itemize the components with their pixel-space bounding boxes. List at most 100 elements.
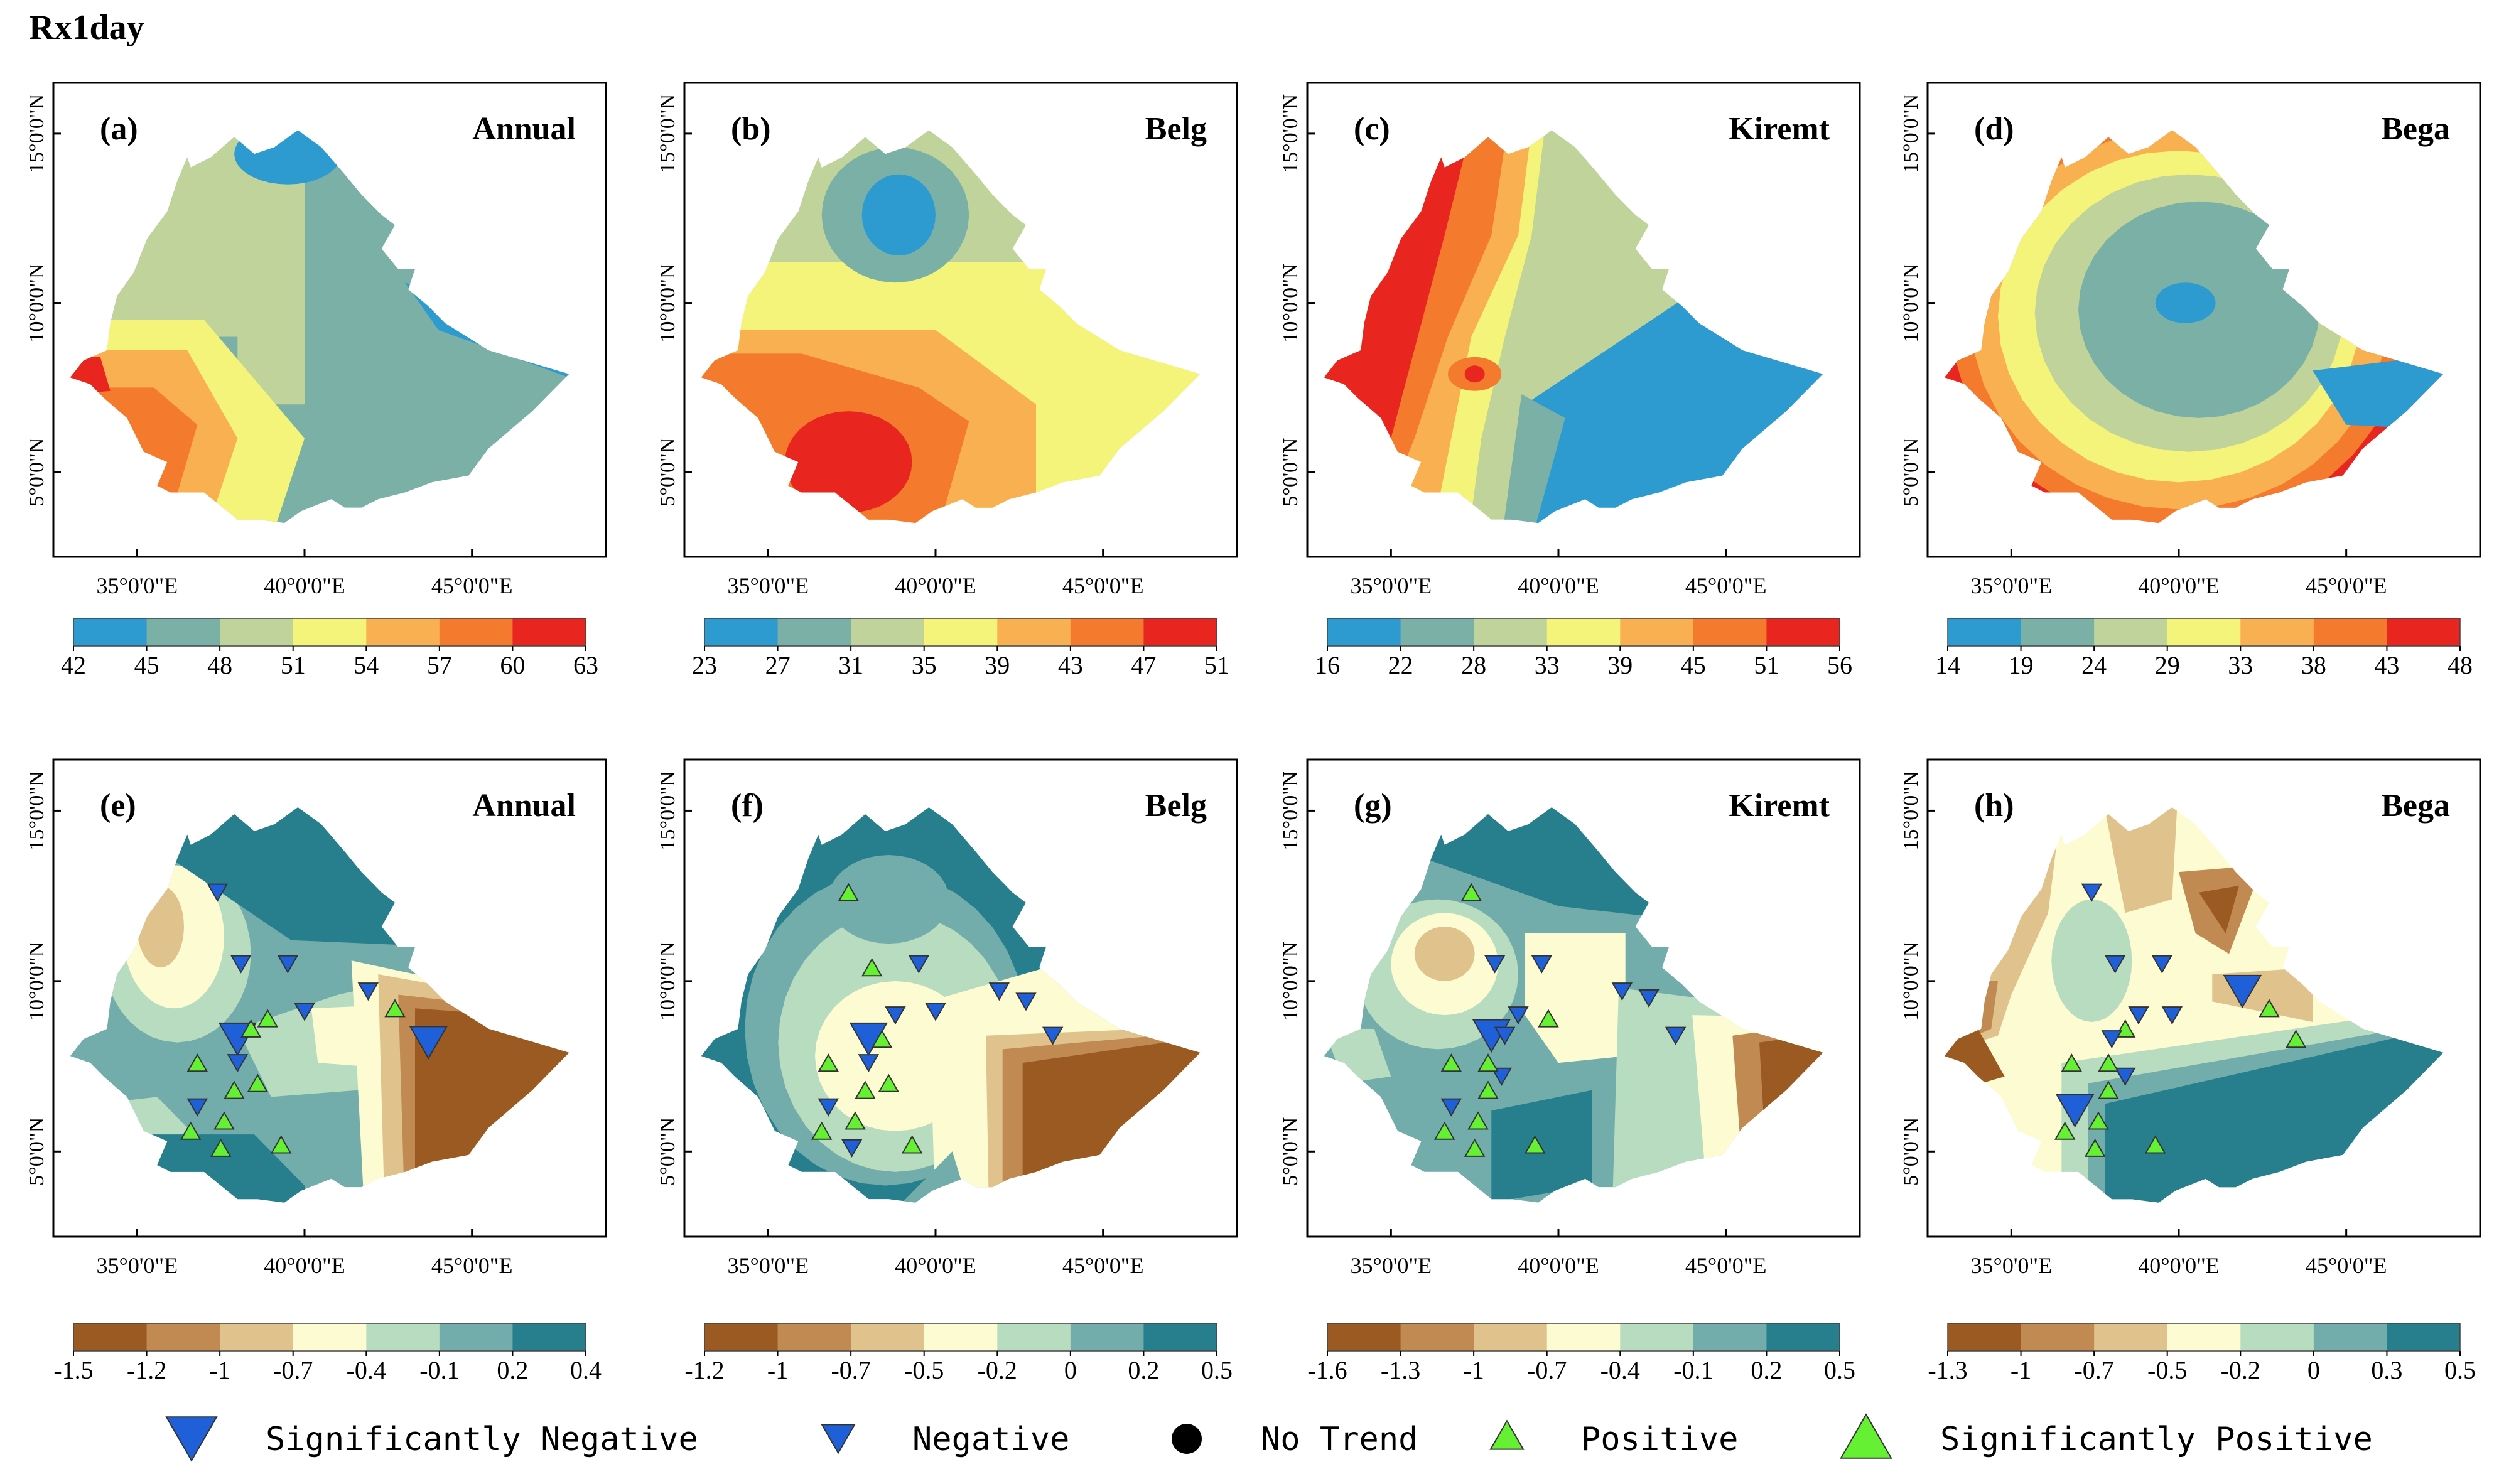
station-positive (2098, 1053, 2119, 1072)
legend-positive-icon (1489, 1419, 1525, 1450)
map-panel-d: 35°0'0"E 40°0'0"E 45°0'0"E 15°0'0"N 10°0'0"N… (1899, 82, 2481, 679)
colorbar-tick-label: 33 (1535, 651, 1560, 679)
colorbar-frame (1947, 618, 2461, 647)
station-positive (871, 1030, 893, 1048)
season-title: Belg (1145, 111, 1207, 147)
panel-label: (d) (1974, 111, 2014, 147)
x-tick-label: 35°0'0"E (1351, 573, 1432, 598)
station-negative (1508, 1006, 1529, 1025)
map-panel-f: 35°0'0"E 40°0'0"E 45°0'0"E 15°0'0"N 10°0'0"N… (656, 758, 1238, 1384)
y-tick-label: 5°0'0"N (1899, 1117, 1923, 1186)
map-frame (52, 82, 607, 558)
x-tick-label: 35°0'0"E (1971, 1253, 2053, 1278)
station-negative (2104, 955, 2126, 974)
station-positive (213, 1111, 235, 1130)
colorbar-tick-label: -1.2 (684, 1356, 724, 1384)
colorbar-tick-label: 45 (134, 651, 159, 679)
map-panel-a: 35°0'0"E 40°0'0"E 45°0'0"E 15°0'0"N 10°0'0"N… (25, 82, 607, 679)
legend-significantly-negative-icon (165, 1416, 218, 1462)
panel-label: (a) (100, 111, 138, 147)
y-tick-label: 5°0'0"N (25, 438, 48, 507)
x-tick-label: 45°0'0"E (2306, 1253, 2387, 1278)
colorbar-tick-label: 51 (1204, 651, 1229, 679)
station-negative (227, 1054, 249, 1073)
x-tick-label: 40°0'0"E (2138, 1253, 2220, 1278)
colorbar-frame (704, 1323, 1217, 1352)
map-fill (1324, 130, 1823, 524)
colorbar-swatch (293, 1323, 367, 1351)
x-tick-label: 40°0'0"E (264, 573, 345, 598)
y-tick-label: 15°0'0"N (656, 771, 679, 850)
legend-label-sneg: Significantly Negative (266, 1421, 698, 1458)
station-positive (855, 1080, 876, 1099)
colorbar-tick-label: 0.5 (1201, 1356, 1233, 1384)
y-tick-label: 15°0'0"N (25, 94, 48, 173)
x-tick-label: 45°0'0"E (1062, 573, 1144, 598)
colorbar-swatch (2387, 618, 2461, 646)
y-tick-label: 10°0'0"N (1279, 263, 1302, 342)
station-positive (2088, 1111, 2109, 1130)
station-negative (1494, 1026, 1516, 1045)
station-positive (240, 1019, 262, 1038)
colorbar-swatch (1070, 1323, 1144, 1351)
colorbar-tick-label: 47 (1131, 651, 1156, 679)
station-negative (2161, 1006, 2183, 1025)
x-tick-label: 45°0'0"E (1062, 1253, 1144, 1278)
colorbar-swatch (777, 1323, 851, 1351)
station-negative (2101, 1030, 2123, 1049)
y-tick-label: 5°0'0"N (25, 1117, 48, 1186)
colorbar-swatch (1070, 618, 1144, 646)
station-positive (1538, 1009, 1559, 1028)
legend-label-neg: Negative (912, 1421, 1069, 1458)
y-tick-label: 10°0'0"N (656, 263, 679, 342)
station-positive (2061, 1053, 2083, 1072)
station-negative (1665, 1026, 1687, 1045)
y-tick-label: 10°0'0"N (1899, 942, 1923, 1021)
map-region (828, 855, 949, 944)
legend-label-none: No Trend (1261, 1421, 1418, 1458)
legend-no-trend-icon (1172, 1424, 1202, 1454)
colorbar-swatch (1546, 618, 1621, 646)
map-frame (683, 758, 1238, 1238)
colorbar-tick-label: -1.6 (1307, 1356, 1347, 1384)
colorbar-swatch (1400, 1323, 1474, 1351)
colorbar-swatch (73, 618, 148, 646)
colorbar-tick-label: -0.7 (273, 1356, 313, 1384)
colorbar-tick-label: 0.5 (2444, 1356, 2476, 1384)
colorbar-tick-label: 33 (2228, 651, 2253, 679)
colorbar-swatch (2387, 1323, 2461, 1351)
colorbar-swatch (439, 618, 513, 646)
station-positive (224, 1080, 245, 1099)
colorbar-tick-label: 0.5 (1824, 1356, 1855, 1384)
colorbar-swatch (220, 1323, 294, 1351)
station-negative (858, 1054, 880, 1073)
station-positive (186, 1053, 208, 1072)
figure-title: Rx1day (29, 8, 144, 47)
station-negative (818, 1098, 839, 1117)
station-positive (901, 1135, 923, 1154)
colorbar-tick-label: 0.2 (1751, 1356, 1782, 1384)
x-tick-label: 35°0'0"E (97, 1253, 178, 1278)
map-fill (701, 130, 1201, 524)
colorbar-tick-label: -0.7 (2074, 1356, 2113, 1384)
colorbar-tick-label: 22 (1388, 651, 1413, 679)
season-title: Annual (472, 788, 576, 824)
map-region (1022, 1032, 1201, 1203)
colorbar-tick-label: -0.4 (347, 1356, 386, 1384)
panel-label: (c) (1354, 111, 1390, 147)
y-tick-label: 10°0'0"N (25, 263, 48, 342)
station-positive (1477, 1053, 1499, 1072)
station-negative (1015, 992, 1037, 1011)
colorbar-tick-label: -1 (1463, 1356, 1484, 1384)
colorbar-tick-label: -1 (2011, 1356, 2031, 1384)
station-negative (186, 1098, 208, 1117)
station-negative (988, 982, 1010, 1001)
colorbar-swatch (366, 618, 440, 646)
colorbar-tick-label: -1 (209, 1356, 230, 1384)
colorbar-tick-label: 24 (2081, 651, 2107, 679)
y-tick-label: 15°0'0"N (1279, 771, 1302, 850)
colorbar-swatch (146, 1323, 220, 1351)
station-positive (845, 1111, 866, 1130)
map-fill (701, 807, 1201, 1203)
colorbar-swatch (2313, 618, 2387, 646)
